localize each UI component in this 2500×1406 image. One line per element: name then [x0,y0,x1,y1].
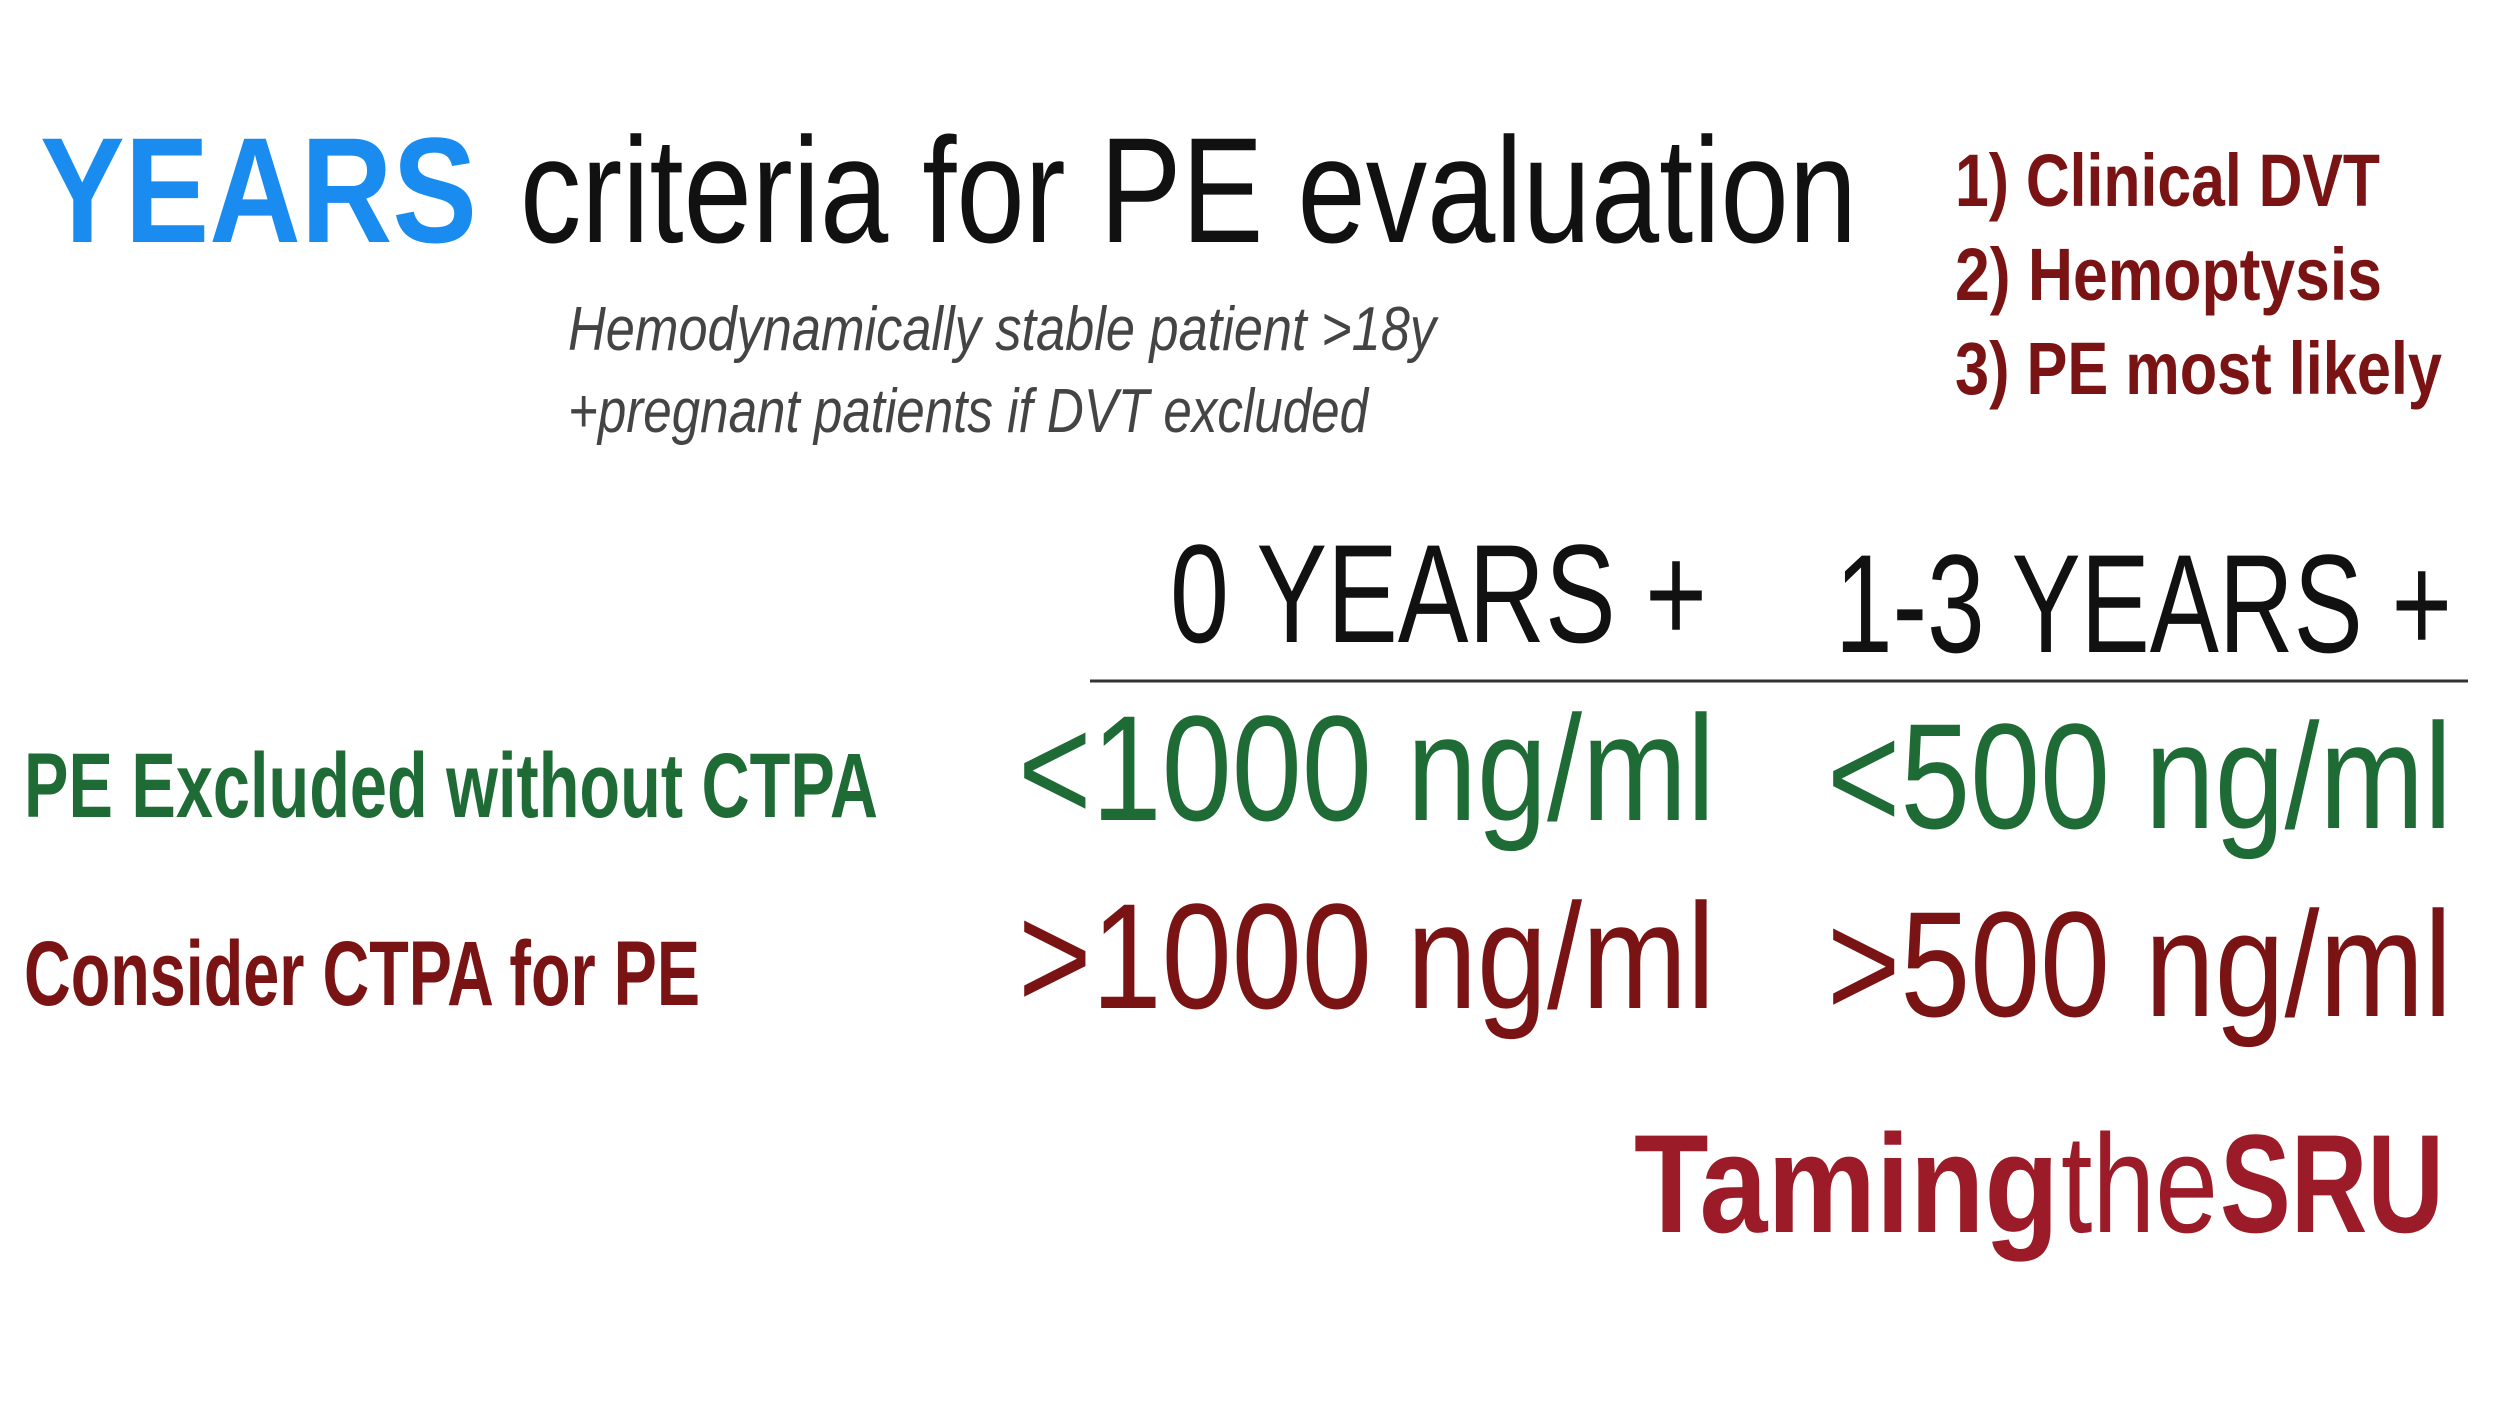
row-label: PE Excluded without CTPA [24,735,878,837]
subtitle-line: Hemodynamically stable patient >18y [568,295,1439,364]
subtitle-line: +pregnant patients if DVT excluded [568,377,1370,446]
row-label: Consider CTPA for PE [24,923,700,1025]
threshold: >1000 ng/ml [1018,872,1715,1040]
threshold: >500 ng/ml [1827,880,2452,1048]
threshold: <500 ng/ml [1827,692,2452,860]
title-text: criteria for PE evaluation [520,106,1857,274]
title-highlight: YEARS [40,106,477,274]
logo-part: SRU [2220,1105,2444,1262]
criteria-item: 3) PE most likely [1955,327,2442,410]
criteria-item: 2) Hemoptysis [1955,233,2382,316]
logo-part: Taming [1634,1105,2059,1262]
threshold: <1000 ng/ml [1018,684,1715,852]
criteria-item: 1) Clinical DVT [1955,139,2380,222]
logo-part: the [2061,1105,2218,1262]
column-header: 1-3 YEARS + [1835,525,2452,682]
column-header: 0 YEARS + [1170,515,1707,672]
